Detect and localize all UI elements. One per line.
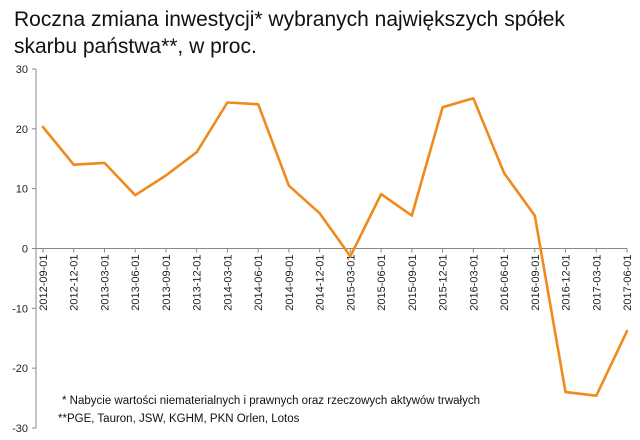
y-tick-label: -20 <box>12 363 28 375</box>
footnote-1: * Nabycie wartości niematerialnych i pra… <box>62 395 480 407</box>
y-tick-label: -30 <box>12 423 28 435</box>
x-tick-label: 2012-09-01 <box>38 255 50 311</box>
y-axis: 30 20 10 0 -10 -20 -30 <box>12 64 37 435</box>
x-tick-label: 2013-06-01 <box>130 255 142 311</box>
x-tick-label: 2016-03-01 <box>468 255 480 311</box>
x-tick-label: 2015-03-01 <box>345 255 357 311</box>
x-tick-label: 2014-12-01 <box>315 255 327 311</box>
x-tick-label: 2013-03-01 <box>99 255 111 311</box>
y-tick-label: 20 <box>16 124 28 136</box>
x-tick-label: 2017-06-01 <box>622 255 634 311</box>
y-tick-label: 30 <box>16 64 28 76</box>
x-tick-label: 2015-12-01 <box>438 255 450 311</box>
x-tick-label: 2017-03-01 <box>591 255 603 311</box>
footnote-2: **PGE, Tauron, JSW, KGHM, PKN Orlen, Lot… <box>58 413 300 425</box>
x-axis: 2012-09-01 2012-12-01 2013-03-01 2013-06-01… <box>36 248 634 311</box>
x-tick-label: 2014-09-01 <box>284 255 296 311</box>
x-tick-label: 2012-12-01 <box>69 255 81 311</box>
y-tick-label: 10 <box>16 184 28 196</box>
chart-title: Roczna zmiana inwestycji* wybranych najw… <box>14 8 565 58</box>
x-tick-label: 2016-09-01 <box>530 255 542 311</box>
y-tick-label: 0 <box>22 244 28 256</box>
x-tick-label: 2015-09-01 <box>407 255 419 311</box>
footnotes: * Nabycie wartości niematerialnych i pra… <box>58 395 480 425</box>
series-polyline <box>41 97 629 398</box>
x-tick-label: 2015-06-01 <box>376 255 388 311</box>
series-line <box>41 97 629 398</box>
x-tick-label: 2013-09-01 <box>161 255 173 311</box>
x-tick-label: 2014-06-01 <box>253 255 265 311</box>
x-tick-label: 2013-12-01 <box>192 255 204 311</box>
y-tick-label: -10 <box>12 303 28 315</box>
x-tick-label: 2014-03-01 <box>222 255 234 311</box>
x-tick-label: 2016-12-01 <box>561 255 573 311</box>
x-tick-label: 2016-06-01 <box>499 255 511 311</box>
